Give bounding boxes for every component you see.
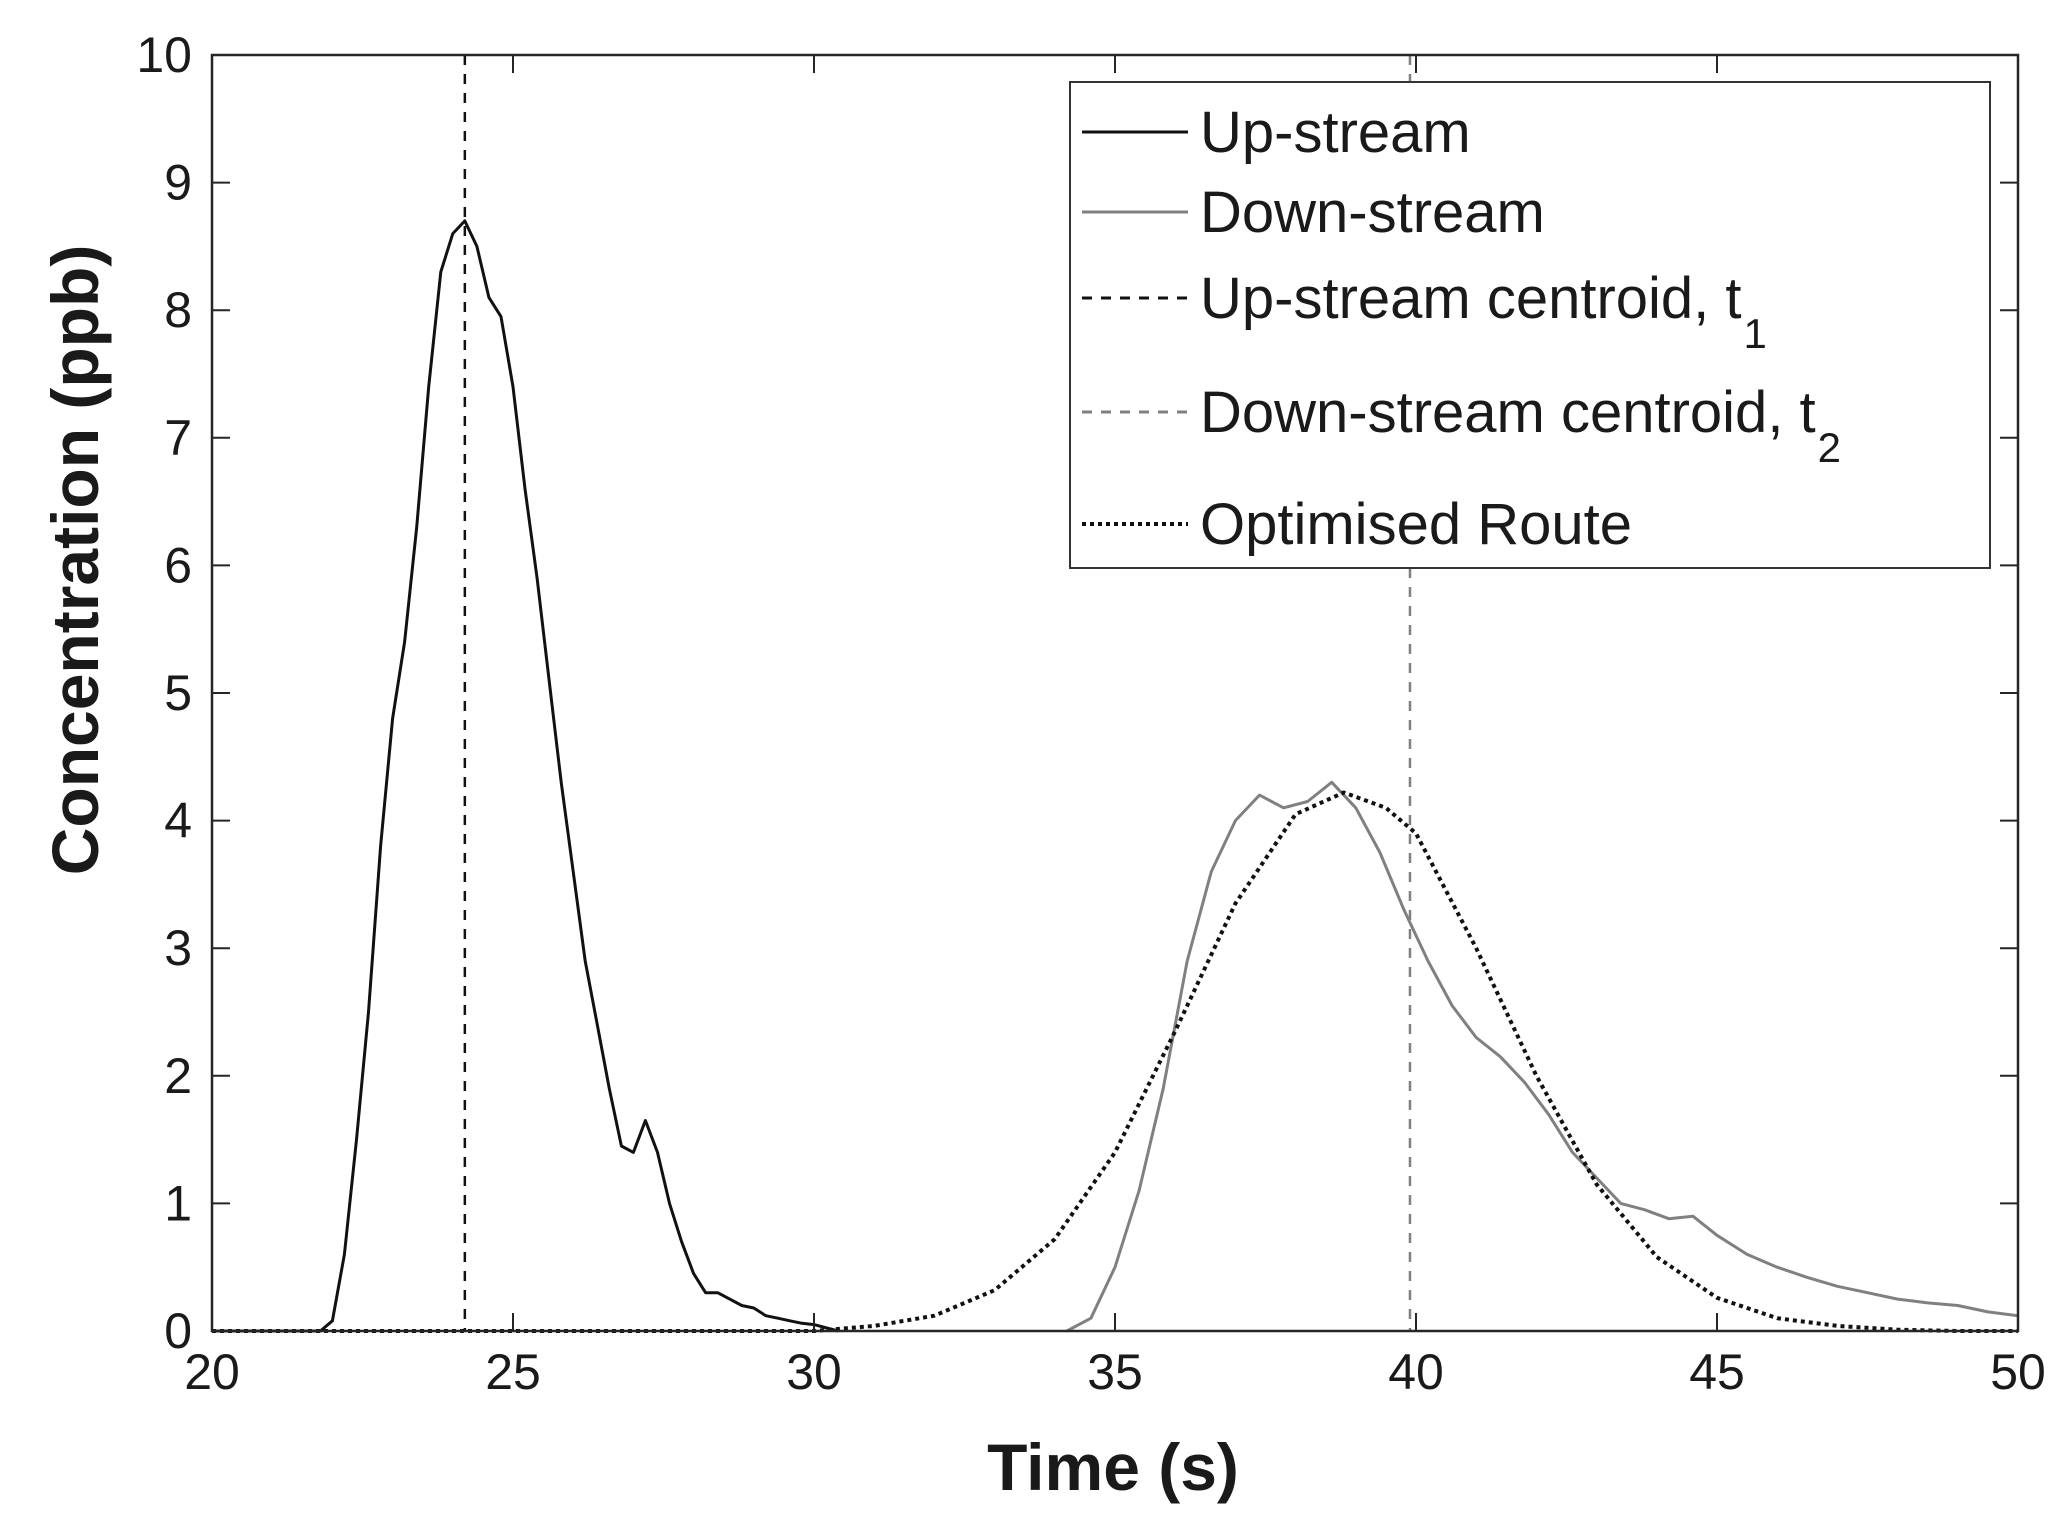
series-line-2 bbox=[1066, 780, 2019, 1333]
series-line-1 bbox=[212, 219, 839, 1333]
y-tick-label: 2 bbox=[164, 1048, 192, 1104]
y-tick-label: 0 bbox=[164, 1303, 192, 1359]
x-tick-label: 25 bbox=[485, 1344, 541, 1400]
legend-label-5: Optimised Route bbox=[1200, 492, 1632, 557]
x-axis-title: Time (s) bbox=[987, 1430, 1239, 1504]
y-tick-label: 6 bbox=[164, 537, 192, 593]
legend-box bbox=[1069, 81, 1991, 569]
y-tick-label: 1 bbox=[164, 1175, 192, 1231]
legend-label-1: Up-stream bbox=[1200, 100, 1471, 165]
legend-label-2: Down-stream bbox=[1200, 180, 1545, 245]
legend-subscript-4: 2 bbox=[1818, 424, 1841, 471]
y-tick-label: 3 bbox=[164, 920, 192, 976]
legend-subscript-3: 1 bbox=[1744, 310, 1767, 357]
y-tick-label: 9 bbox=[164, 155, 192, 211]
y-axis-title: Concentration (ppb) bbox=[38, 245, 112, 876]
x-tick-label: 50 bbox=[1990, 1344, 2046, 1400]
x-tick-label: 30 bbox=[786, 1344, 842, 1400]
y-tick-label: 7 bbox=[164, 410, 192, 466]
y-tick-label: 4 bbox=[164, 793, 192, 849]
x-tick-label: 40 bbox=[1388, 1344, 1444, 1400]
x-tick-label: 35 bbox=[1087, 1344, 1143, 1400]
y-tick-label: 8 bbox=[164, 282, 192, 338]
x-tick-label: 20 bbox=[184, 1344, 240, 1400]
y-tick-label: 10 bbox=[136, 27, 192, 83]
y-tick-label: 5 bbox=[164, 665, 192, 721]
x-tick-label: 45 bbox=[1689, 1344, 1745, 1400]
